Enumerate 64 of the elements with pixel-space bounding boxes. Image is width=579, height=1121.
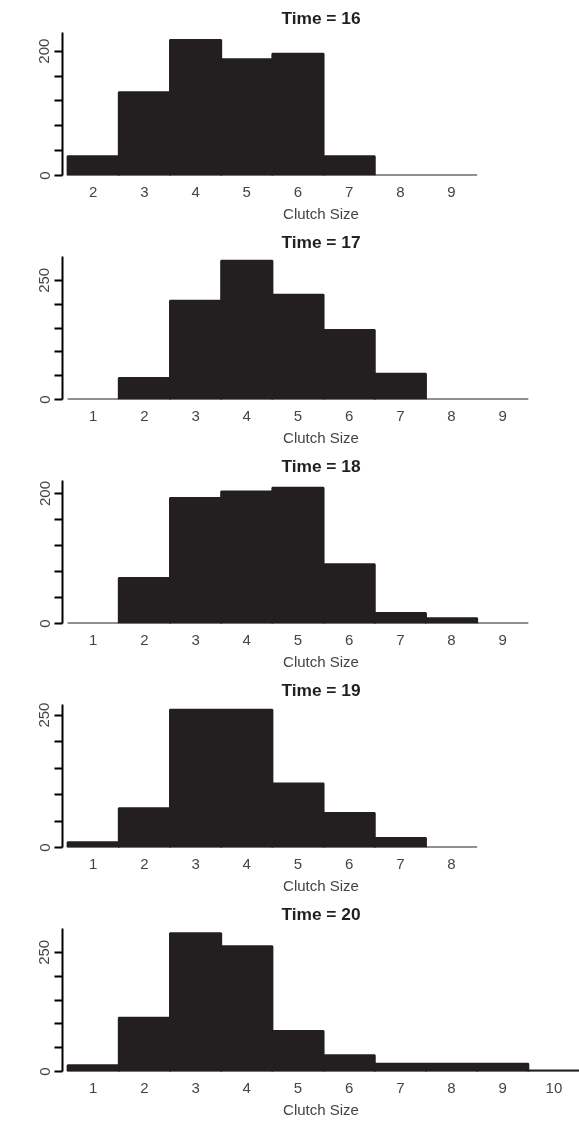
x-tick-label: 7: [396, 1078, 405, 1096]
x-tick-label: 7: [396, 854, 405, 872]
x-tick-label: 2: [140, 1078, 149, 1096]
x-tick-label: 4: [242, 406, 251, 424]
y-tick-label: 0: [35, 171, 53, 180]
x-tick-label: 8: [447, 630, 456, 648]
x-tick-label: 5: [242, 182, 251, 200]
y-tick-label: 0: [35, 619, 53, 628]
x-tick-label: 5: [293, 406, 303, 424]
x-tick-label: 2: [89, 182, 98, 200]
x-tick-label: 9: [498, 406, 507, 424]
x-tick-label: 2: [140, 406, 149, 424]
x-axis-title: Clutch Size: [283, 428, 359, 446]
x-tick-label: 1: [89, 1078, 98, 1096]
x-tick-label: 3: [191, 854, 200, 872]
y-tick-label: 0: [35, 395, 53, 404]
x-tick-label: 3: [191, 406, 200, 424]
chart-title: Time = 16: [281, 7, 361, 28]
x-tick-label: 8: [447, 1078, 456, 1096]
x-tick-label: 6: [293, 182, 303, 200]
chart-title: Time = 20: [281, 903, 361, 924]
x-tick-label: 5: [293, 1078, 303, 1096]
x-tick-label: 9: [447, 182, 456, 200]
x-tick-label: 9: [498, 630, 507, 648]
x-tick-label: 2: [140, 854, 149, 872]
x-tick-label: 9: [498, 1078, 507, 1096]
y-tick-label: 200: [35, 38, 53, 64]
y-tick-label: 250: [35, 702, 53, 728]
x-tick-label: 4: [242, 1078, 251, 1096]
x-tick-label: 4: [242, 854, 251, 872]
x-tick-label: 3: [140, 182, 149, 200]
x-tick-label: 6: [344, 630, 354, 648]
x-tick-label: 7: [396, 406, 405, 424]
x-tick-label: 7: [396, 630, 405, 648]
x-axis-title: Clutch Size: [283, 204, 359, 222]
x-tick-label: 5: [293, 630, 303, 648]
x-tick-label: 3: [191, 630, 200, 648]
x-tick-label: 8: [396, 182, 405, 200]
y-tick-label: 0: [35, 843, 53, 852]
x-tick-label: 6: [344, 1078, 354, 1096]
x-tick-label: 1: [89, 406, 98, 424]
x-axis-title: Clutch Size: [283, 876, 359, 894]
chart-title: Time = 19: [281, 679, 361, 700]
x-tick-label: 7: [344, 182, 354, 200]
x-tick-label: 2: [140, 630, 149, 648]
x-tick-label: 5: [293, 854, 303, 872]
y-tick-label: 250: [35, 267, 53, 293]
x-tick-label: 6: [344, 406, 354, 424]
x-tick-label: 4: [242, 630, 251, 648]
x-tick-label: 6: [344, 854, 354, 872]
y-tick-label: 0: [35, 1067, 53, 1076]
x-tick-label: 1: [89, 630, 98, 648]
x-tick-label: 10: [545, 1078, 563, 1096]
x-tick-label: 3: [191, 1078, 200, 1096]
y-tick-label: 250: [35, 939, 53, 965]
chart-title: Time = 18: [281, 455, 361, 476]
x-tick-label: 8: [447, 854, 456, 872]
x-axis-title: Clutch Size: [283, 652, 359, 670]
x-axis-title: Clutch Size: [283, 1100, 359, 1118]
y-tick-label: 200: [35, 480, 53, 507]
chart-title: Time = 17: [281, 231, 361, 252]
x-tick-label: 1: [89, 854, 98, 872]
x-tick-label: 8: [447, 406, 456, 424]
x-tick-label: 4: [191, 182, 200, 200]
